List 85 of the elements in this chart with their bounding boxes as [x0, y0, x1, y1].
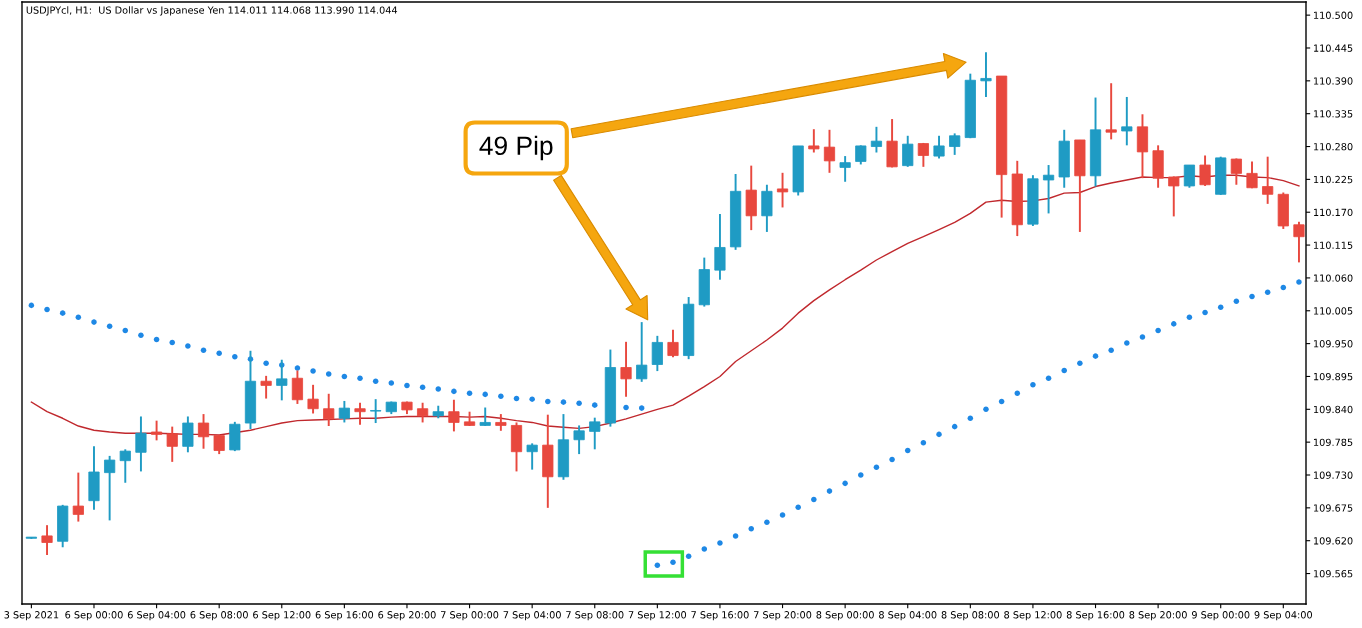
candlestick — [870, 125, 883, 154]
candlestick — [620, 340, 632, 398]
candlestick — [72, 471, 84, 523]
candlestick — [370, 398, 382, 425]
candlestick — [902, 134, 914, 168]
candlestick — [855, 144, 867, 166]
y-tick-label: 110.225 — [1314, 175, 1353, 184]
x-tick-label: 6 Sep 16:00 — [315, 611, 374, 621]
y-tick-label: 109.730 — [1314, 471, 1353, 479]
candlestick — [1042, 164, 1055, 215]
x-tick-label: 8 Sep 00:00 — [816, 611, 874, 621]
annotation: 49 Pip — [479, 135, 553, 161]
candlestick — [636, 321, 648, 383]
candlestick — [667, 328, 679, 359]
candlestick — [448, 398, 460, 433]
y-tick-label: 109.895 — [1314, 372, 1353, 381]
y-tick-label: 110.445 — [1314, 44, 1353, 52]
y-tick-label: 110.005 — [1314, 307, 1353, 315]
candlestick — [714, 213, 726, 281]
y-tick-label: 110.335 — [1314, 110, 1353, 118]
y-tick-label: 109.785 — [1314, 438, 1353, 446]
x-tick-label: 6 Sep 12:00 — [253, 611, 311, 621]
candlestick — [323, 392, 335, 427]
y-tick-label: 109.620 — [1314, 537, 1353, 545]
x-tick-label: 7 Sep 12:00 — [628, 611, 687, 621]
candlestick — [980, 51, 992, 98]
candlestick — [933, 134, 945, 160]
x-tick-label: 7 Sep 00:00 — [441, 611, 499, 621]
chart-title: USDJPYcl, H1: US Dollar vs Japanese Yen 114.011 114.068 113.990 114.044 — [26, 6, 398, 16]
candlestick — [166, 425, 178, 463]
x-tick-label: 8 Sep 04:00 — [879, 611, 937, 621]
x-tick-label: 6 Sep 20:00 — [378, 611, 436, 621]
candlestick — [808, 128, 820, 154]
x-tick-label: 8 Sep 16:00 — [1066, 611, 1125, 621]
candlestick — [41, 524, 53, 556]
candlestick — [1199, 154, 1211, 187]
y-tick-label: 109.950 — [1314, 340, 1353, 348]
candlestick — [417, 401, 429, 424]
candlestick — [526, 442, 538, 471]
candlestick — [119, 448, 131, 484]
x-tick-label: 8 Sep 08:00 — [941, 611, 1000, 621]
candlestick — [573, 424, 585, 456]
x-tick-label: 8 Sep 20:00 — [1129, 611, 1187, 621]
candlestick — [776, 171, 789, 209]
y-tick-label: 109.565 — [1314, 570, 1353, 578]
candlestick — [1246, 160, 1258, 190]
y-tick-label: 109.675 — [1314, 504, 1353, 512]
y-tick-label: 109.840 — [1314, 405, 1353, 414]
candlestick — [1262, 155, 1274, 205]
candlestick — [260, 374, 272, 400]
candlestick — [839, 155, 851, 183]
x-tick-label: 6 Sep 00:00 — [65, 611, 123, 621]
y-tick-label: 110.280 — [1314, 143, 1353, 151]
candlestick — [197, 413, 210, 450]
candlestick — [1121, 95, 1133, 147]
x-tick-label: 6 Sep 08:00 — [190, 611, 248, 621]
candlestick — [182, 415, 194, 454]
candlestick — [151, 419, 163, 442]
x-tick-label: 9 Sep 04:00 — [1254, 611, 1313, 621]
x-tick-label: 6 Sep 04:00 — [127, 611, 186, 621]
candlestick — [104, 454, 116, 522]
candlestick — [1230, 157, 1242, 186]
candlestick — [651, 334, 663, 373]
candlestick — [589, 416, 601, 451]
y-tick-label: 110.500 — [1314, 11, 1353, 19]
y-tick-label: 110.060 — [1314, 274, 1353, 282]
y-tick-label: 110.170 — [1314, 208, 1353, 217]
y-tick-label: 110.115 — [1314, 241, 1353, 249]
x-tick-label: 7 Sep 16:00 — [691, 611, 749, 621]
candlestick — [354, 401, 366, 426]
candlestick — [307, 383, 319, 415]
candlestick — [338, 399, 350, 424]
candlestick — [1183, 164, 1195, 189]
x-tick-label: 9 Sep 00:00 — [1191, 611, 1250, 621]
x-tick-label: 7 Sep 20:00 — [753, 611, 812, 621]
candlestick — [823, 128, 836, 174]
x-tick-label: 7 Sep 04:00 — [503, 611, 561, 621]
candlestick — [1168, 175, 1180, 218]
x-tick-label: 7 Sep 08:00 — [566, 611, 624, 621]
candlestick — [949, 132, 961, 156]
candlestick — [1105, 82, 1117, 141]
candlestick — [135, 415, 147, 473]
y-tick-label: 110.390 — [1314, 77, 1353, 85]
x-tick-label: 8 Sep 12:00 — [1004, 611, 1062, 621]
x-tick-label: 3 Sep 2021 — [4, 611, 59, 621]
